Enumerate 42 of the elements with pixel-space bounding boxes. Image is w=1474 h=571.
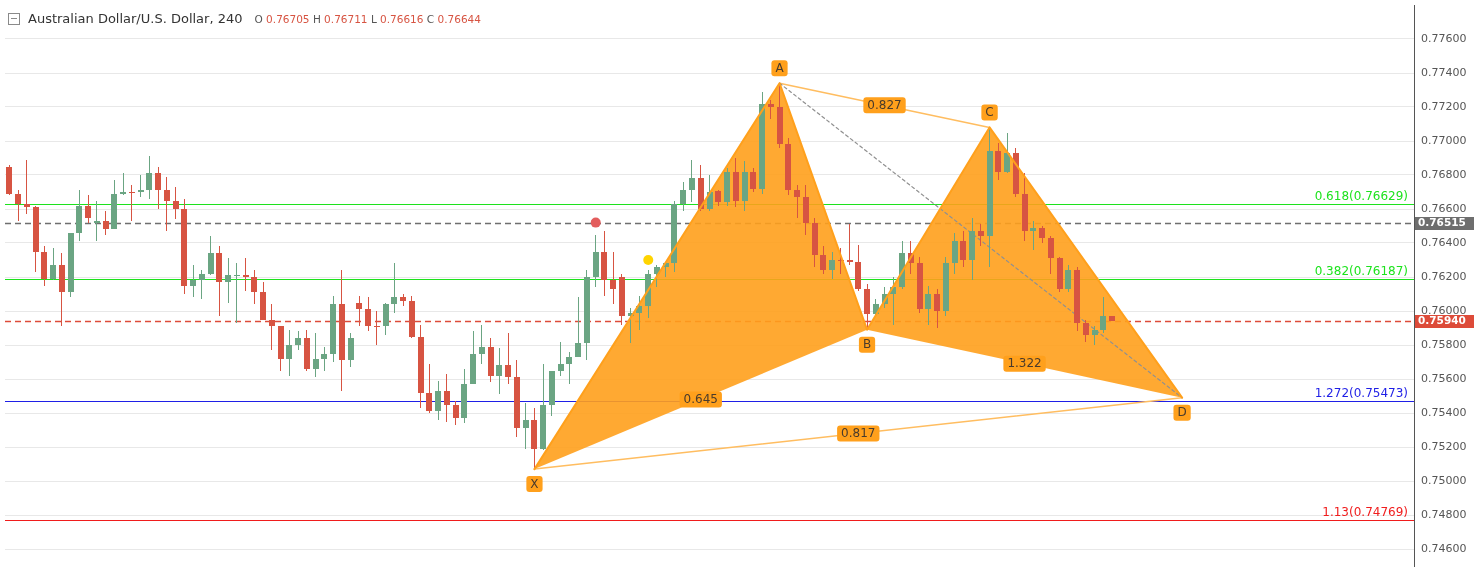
y-tick-label: 0.75600 (1421, 371, 1467, 385)
y-tick-label: 0.76600 (1421, 201, 1467, 215)
ref-line-label: 0.76515 (1418, 216, 1466, 229)
candlestick (94, 201, 100, 241)
candlestick (1030, 221, 1036, 250)
y-tick-label: 0.77200 (1421, 99, 1467, 113)
annotation: B (862, 337, 872, 352)
annotation: A (775, 60, 785, 75)
y-tick-label: 0.75400 (1421, 405, 1467, 419)
y-tick-label: 0.75800 (1421, 337, 1467, 351)
y-tick-label: 0.77600 (1421, 31, 1467, 45)
annotation: 1.322 (1007, 356, 1042, 371)
y-tick-label: 0.76000 (1421, 303, 1467, 317)
y-tick-label: 0.76200 (1421, 269, 1467, 283)
annotation: X (530, 476, 539, 491)
candlestick (243, 258, 249, 291)
ref-line-label: 0.382(0.76187) (1314, 264, 1408, 279)
text: Australian Dollar/U.S. Dollar, 240 (28, 11, 243, 26)
annotation: C (985, 105, 994, 120)
candlestick (847, 224, 853, 265)
ref-line-label: 1.13(0.74769) (1322, 505, 1408, 520)
annotation: 0.817 (841, 426, 876, 441)
candlestick (138, 175, 144, 197)
annotation: 0.645 (683, 392, 718, 407)
annotation: D (1177, 405, 1187, 420)
candlestick (234, 263, 240, 323)
y-tick-label: 0.74800 (1421, 507, 1467, 521)
candlestick (120, 173, 126, 195)
y-tick-label: 0.76800 (1421, 167, 1467, 181)
y-tick-label: 0.76400 (1421, 235, 1467, 249)
y-tick-label: 0.77400 (1421, 65, 1467, 79)
candlestick (129, 185, 135, 221)
y-tick-label: 0.77000 (1421, 133, 1467, 147)
ref-line-label: 1.272(0.75473) (1314, 386, 1408, 401)
y-tick-label: 0.75200 (1421, 439, 1467, 453)
ref-line-label: 0.618(0.76629) (1314, 189, 1408, 204)
y-tick-label: 0.74600 (1421, 541, 1467, 555)
text: O 0.76705 H 0.76711 L 0.76616 C 0.76644 (254, 12, 481, 25)
ref-line-label: 0.75940 (1418, 314, 1466, 327)
y-tick-label: 0.75000 (1421, 473, 1467, 487)
annotation: 0.827 (867, 97, 902, 112)
candlestick (24, 160, 30, 214)
